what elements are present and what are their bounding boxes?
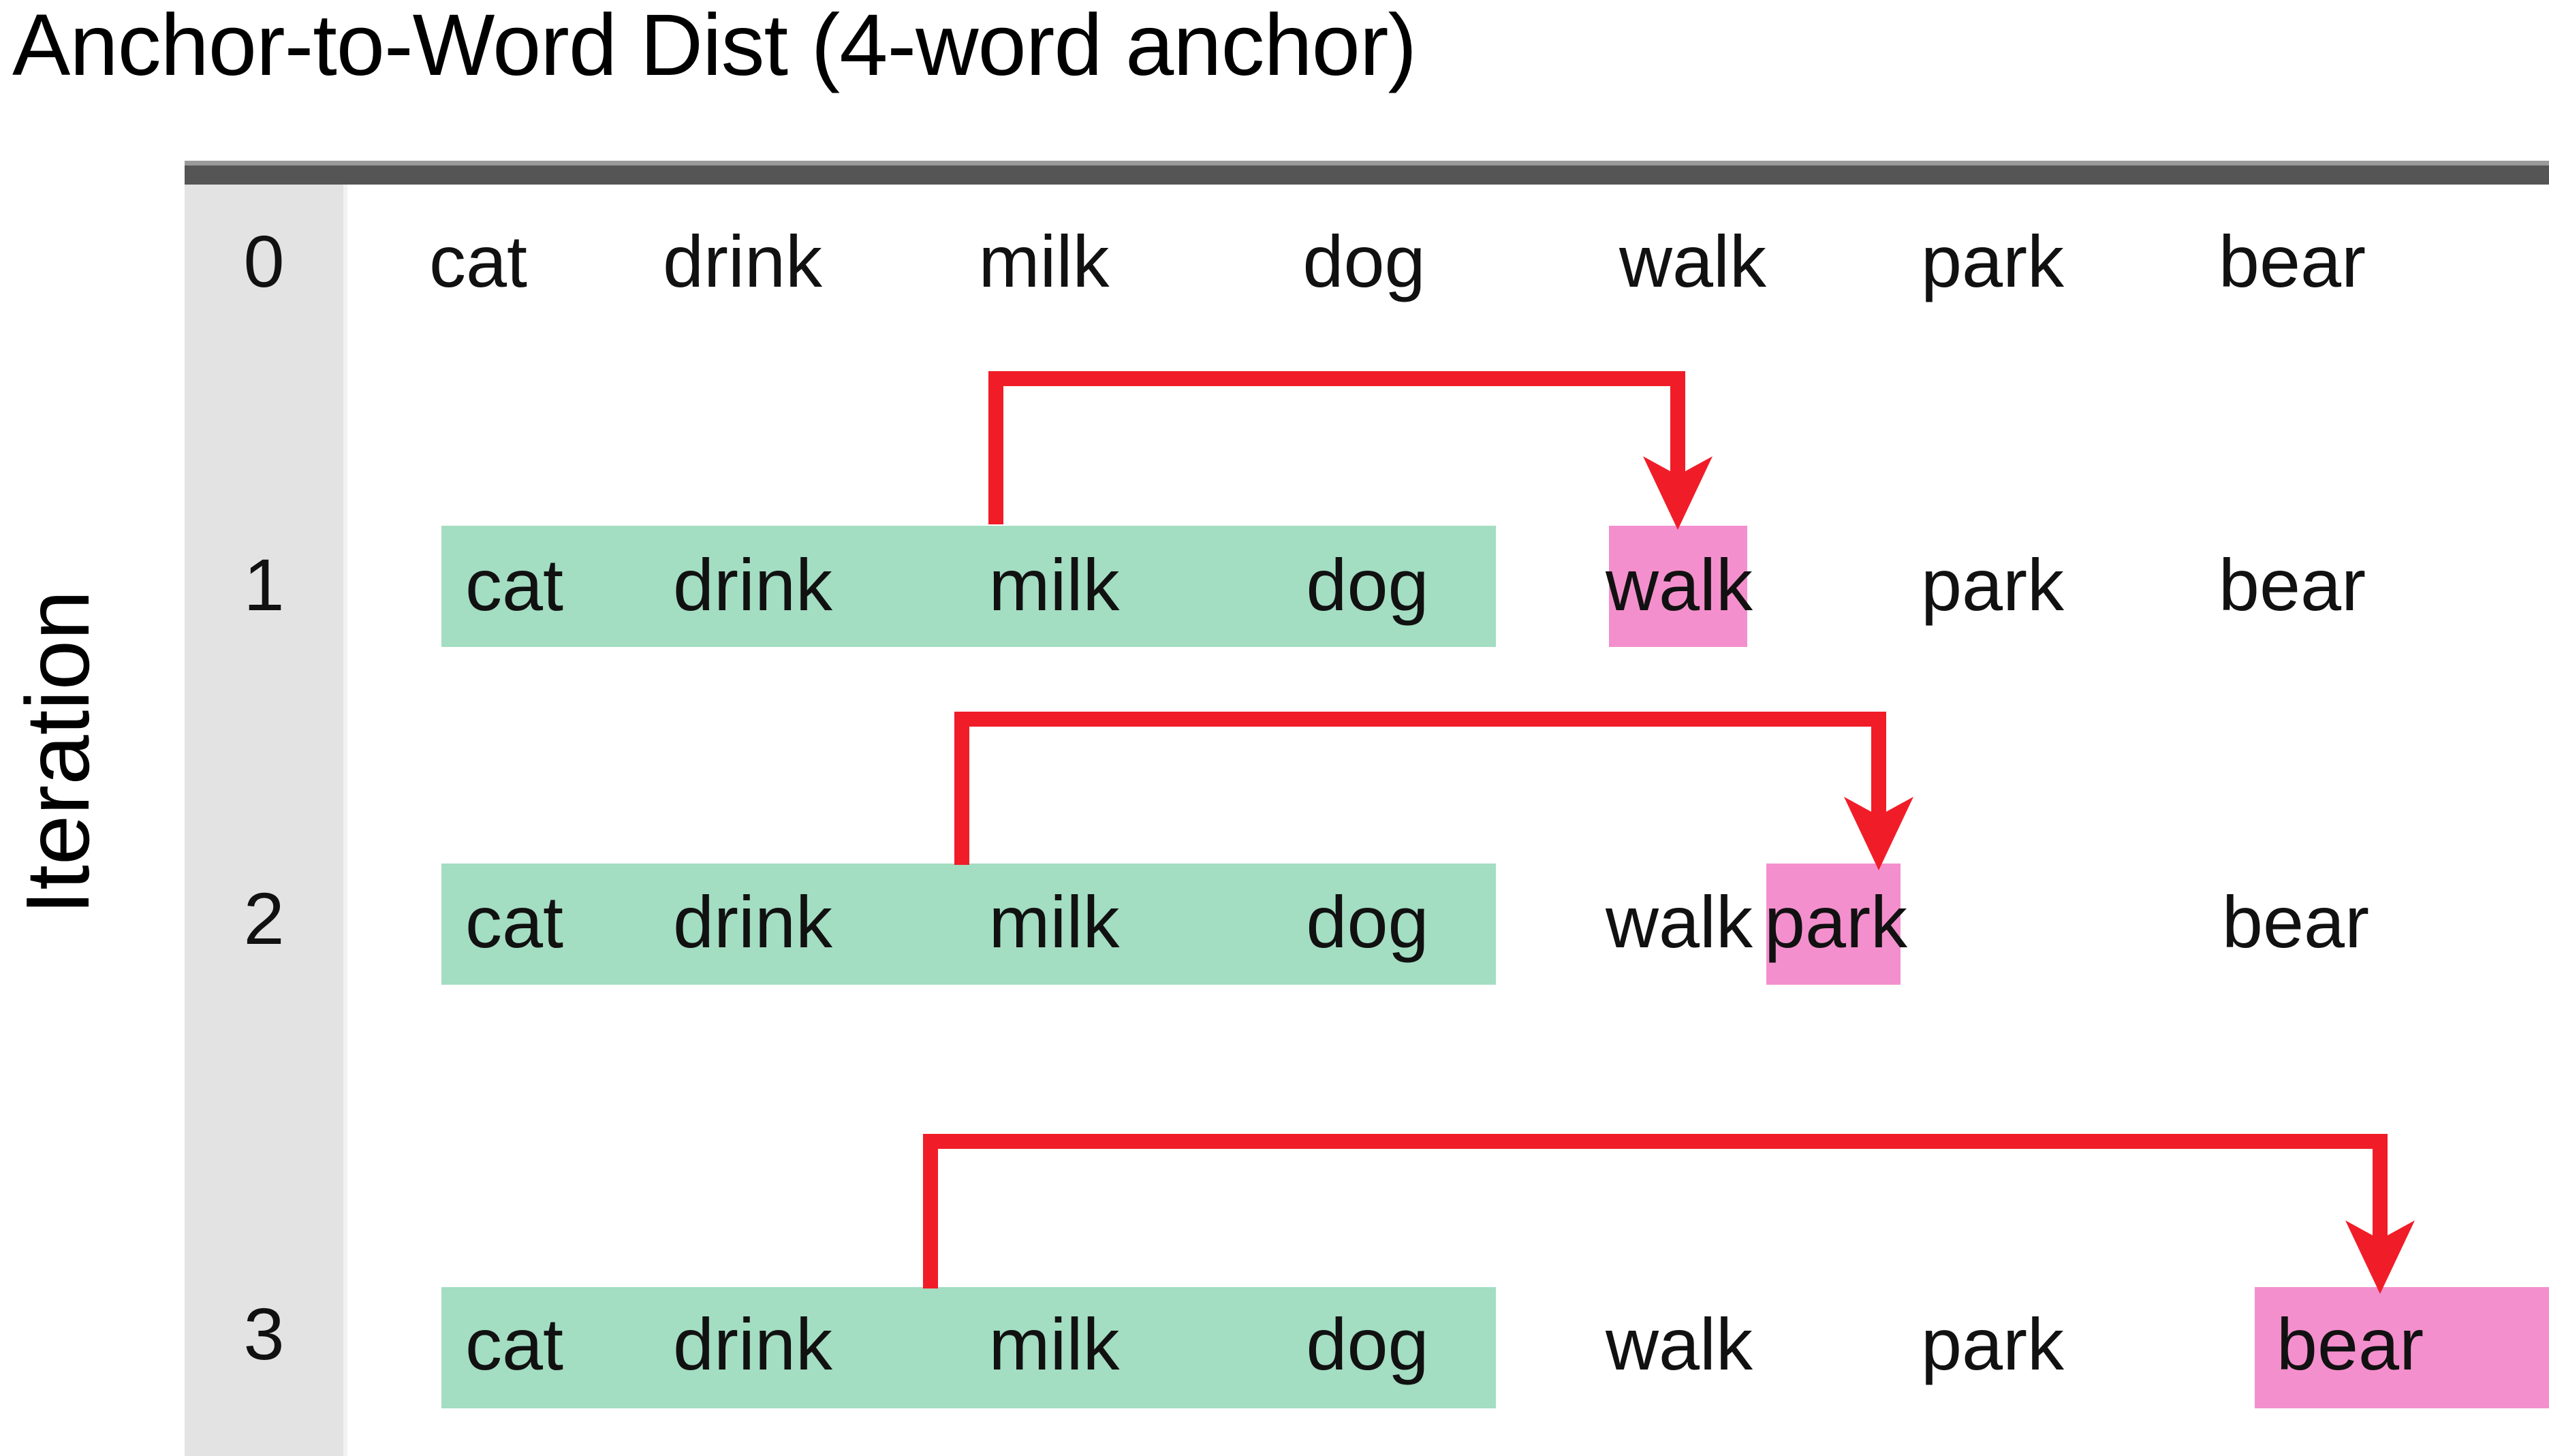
target-highlight-row-2 — [1766, 864, 1901, 985]
arrow-row-3 — [923, 1134, 2415, 1294]
word-r3-c0: cat — [465, 1303, 564, 1385]
word-r1-c0: cat — [465, 543, 564, 626]
arrow-row-2 — [954, 712, 1913, 870]
word-r1-c4: walk — [1605, 543, 1753, 626]
row-label-1: 1 — [243, 543, 285, 626]
word-r0-c5: park — [1920, 220, 2065, 302]
anchor-highlight-row-1 — [441, 526, 1496, 647]
word-r1-c2: milk — [988, 543, 1120, 626]
row-label-2: 2 — [243, 877, 285, 960]
word-r2-c1: drink — [672, 881, 833, 963]
page-title: Anchor-to-Word Dist (4-word anchor) — [12, 0, 1417, 94]
word-r1-c6: bear — [2218, 543, 2366, 626]
header-bar — [185, 165, 2549, 185]
word-r3-c6: bear — [2276, 1303, 2424, 1385]
word-r2-c0: cat — [465, 881, 564, 963]
arrow-row-1 — [988, 371, 1713, 530]
word-r1-c3: dog — [1306, 543, 1429, 626]
target-highlight-row-1 — [1609, 526, 1747, 647]
word-r3-c3: dog — [1306, 1303, 1429, 1385]
word-r2-c6: bear — [2221, 881, 2370, 963]
word-r0-c2: milk — [978, 220, 1110, 302]
word-r0-c4: walk — [1618, 220, 1767, 302]
iteration-index-column — [185, 185, 343, 1456]
word-r0-c0: cat — [428, 220, 528, 302]
word-r0-c1: drink — [662, 220, 823, 302]
row-label-0: 0 — [243, 220, 285, 302]
word-r3-c5: park — [1920, 1303, 2065, 1385]
word-r1-c1: drink — [672, 543, 833, 626]
row-label-3: 3 — [243, 1293, 285, 1375]
iteration-index-column-edge — [343, 185, 347, 1456]
y-axis-label: Iteration — [7, 590, 108, 915]
word-r2-c3: dog — [1306, 881, 1429, 963]
header-bar-shadow — [185, 161, 2549, 166]
anchor-highlight-row-2 — [441, 864, 1496, 985]
target-highlight-row-3 — [2255, 1287, 2549, 1408]
word-r3-c1: drink — [672, 1303, 833, 1385]
word-r2-c2: milk — [988, 881, 1120, 963]
word-r3-c2: milk — [988, 1303, 1120, 1385]
word-r2-c4: walk — [1605, 881, 1753, 963]
word-r0-c3: dog — [1302, 220, 1426, 302]
word-r1-c5: park — [1920, 543, 2065, 626]
anchor-highlight-row-3 — [441, 1287, 1496, 1408]
word-r2-c5: park — [1764, 881, 1908, 963]
word-r0-c6: bear — [2218, 220, 2366, 302]
word-r3-c4: walk — [1605, 1303, 1753, 1385]
